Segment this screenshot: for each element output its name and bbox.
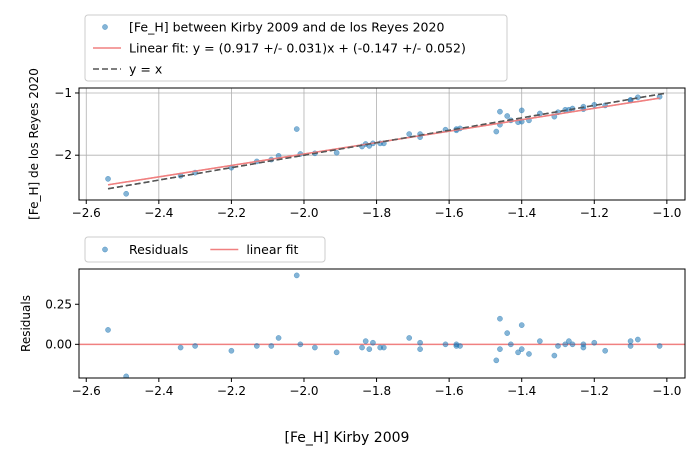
data-point bbox=[123, 190, 130, 197]
legend-label: Linear fit: y = (0.917 +/- 0.031)x + (-0… bbox=[129, 41, 466, 56]
data-point bbox=[333, 149, 340, 156]
data-point bbox=[497, 346, 503, 352]
x-tick-label: −2.2 bbox=[217, 384, 246, 398]
data-point bbox=[627, 338, 634, 344]
y-tick-label: −2 bbox=[54, 148, 72, 162]
data-point bbox=[566, 338, 572, 344]
data-point bbox=[105, 327, 111, 333]
data-point bbox=[406, 131, 413, 137]
legend-label: y = x bbox=[129, 62, 162, 77]
x-axis-label: [Fe_H] Kirby 2009 bbox=[285, 430, 410, 446]
data-point bbox=[602, 347, 609, 354]
legend-marker bbox=[102, 24, 108, 30]
data-point bbox=[507, 341, 514, 348]
data-point bbox=[417, 339, 423, 346]
data-point bbox=[555, 343, 561, 349]
y-tick-label: 0.00 bbox=[45, 337, 72, 351]
data-point bbox=[518, 107, 525, 114]
plot-area bbox=[105, 92, 667, 197]
legend-label: Residuals bbox=[129, 242, 188, 257]
data-point bbox=[417, 346, 423, 352]
data-point bbox=[497, 315, 503, 322]
data-point bbox=[562, 341, 569, 348]
y-axis-label: Residuals bbox=[19, 295, 33, 352]
x-tick-label: −1.0 bbox=[652, 206, 681, 220]
data-point bbox=[526, 351, 532, 357]
data-point bbox=[580, 344, 587, 351]
x-tick-label: −2.2 bbox=[217, 206, 246, 220]
data-point bbox=[656, 343, 663, 349]
data-point bbox=[591, 339, 598, 346]
data-point bbox=[627, 343, 634, 349]
x-tick-label: −2.0 bbox=[289, 384, 318, 398]
data-point bbox=[634, 94, 641, 101]
data-point bbox=[297, 341, 304, 348]
data-point bbox=[275, 335, 282, 341]
data-point bbox=[123, 373, 130, 378]
residuals-panel: −2.6 −2.4 −2.2 −2.0 −1.8 −1.6 −1.4 −1.2 −1.0 0.00… bbox=[19, 236, 686, 398]
data-point bbox=[634, 336, 641, 343]
y-axis-label: [Fe_H] de los Reyes 2020 bbox=[27, 68, 41, 220]
data-point bbox=[497, 108, 503, 115]
x-tick-label: −1.2 bbox=[580, 206, 609, 220]
y-tick-label: −1 bbox=[54, 86, 72, 100]
data-point bbox=[359, 344, 365, 351]
legend-label: [Fe_H] between Kirby 2009 and de los Rey… bbox=[129, 20, 444, 35]
x-tick-label: −2.0 bbox=[289, 206, 318, 220]
x-tick-label: −1.8 bbox=[362, 206, 391, 220]
legend-marker bbox=[102, 246, 108, 253]
data-point bbox=[380, 344, 387, 351]
x-tick-label: −1.0 bbox=[652, 384, 681, 398]
data-point bbox=[366, 346, 373, 352]
data-point bbox=[177, 344, 184, 351]
data-point bbox=[515, 349, 521, 356]
x-tick-label: −1.2 bbox=[580, 384, 609, 398]
x-tick-label: −1.4 bbox=[507, 206, 536, 220]
series-line-overlay bbox=[107, 92, 667, 190]
data-point bbox=[370, 339, 376, 346]
data-point bbox=[192, 343, 198, 349]
data-point bbox=[493, 357, 500, 364]
data-point bbox=[406, 335, 413, 341]
x-tick-label: −1.6 bbox=[435, 206, 464, 220]
x-tick-label: −1.6 bbox=[435, 384, 464, 398]
data-point bbox=[569, 341, 576, 348]
data-point bbox=[105, 175, 111, 182]
legend-box bbox=[84, 236, 326, 263]
x-tick-label: −1.8 bbox=[362, 384, 391, 398]
data-point bbox=[493, 128, 500, 135]
data-point bbox=[551, 352, 558, 359]
axes-frame bbox=[78, 87, 686, 201]
data-point bbox=[518, 346, 525, 352]
x-tick-label: −2.4 bbox=[144, 384, 173, 398]
x-tick-label: −2.6 bbox=[72, 384, 101, 398]
data-point bbox=[228, 347, 235, 354]
data-point bbox=[293, 272, 300, 279]
data-point bbox=[333, 349, 340, 356]
data-point bbox=[268, 343, 275, 349]
data-point bbox=[457, 343, 463, 349]
x-tick-label: −2.4 bbox=[144, 206, 173, 220]
x-tick-label: −2.6 bbox=[72, 206, 101, 220]
x-tick-label: −1.4 bbox=[507, 384, 536, 398]
y-tick-label: 0.25 bbox=[45, 297, 72, 311]
data-point bbox=[504, 113, 511, 119]
legend: Residuals linear fit bbox=[84, 236, 326, 263]
data-point bbox=[253, 343, 260, 349]
data-point bbox=[293, 126, 300, 132]
data-point bbox=[537, 338, 543, 344]
fit-panel: −2.6 −2.4 −2.2 −2.0 −1.8 −1.6 −1.4 −1.2 −1.0 −2 −1… bbox=[27, 14, 686, 220]
plot-area bbox=[79, 272, 685, 378]
axes-frame bbox=[78, 268, 686, 379]
data-point bbox=[518, 322, 525, 328]
legend-label: linear fit bbox=[246, 242, 298, 257]
data-point bbox=[442, 341, 449, 348]
legend: [Fe_H] between Kirby 2009 and de los Rey… bbox=[84, 14, 508, 82]
data-point bbox=[312, 344, 318, 351]
data-point bbox=[504, 330, 511, 336]
data-point bbox=[362, 338, 369, 344]
legend-box bbox=[84, 14, 508, 82]
